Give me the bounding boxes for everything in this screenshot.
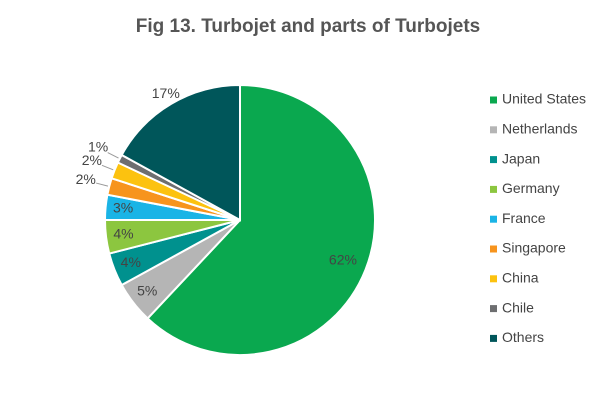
leader-line bbox=[101, 164, 114, 171]
chart-title: Fig 13. Turbojet and parts of Turbojets bbox=[136, 16, 480, 37]
legend-label: Germany bbox=[502, 180, 560, 196]
data-label: 1% bbox=[88, 138, 108, 154]
data-label: 4% bbox=[113, 225, 133, 241]
data-label: 2% bbox=[76, 171, 96, 187]
legend-label: Netherlands bbox=[502, 121, 578, 137]
legend-label: France bbox=[502, 210, 546, 226]
legend-swatch bbox=[490, 185, 497, 193]
data-label: 3% bbox=[113, 200, 133, 216]
legend-swatch bbox=[490, 245, 497, 253]
data-label: 62% bbox=[329, 251, 357, 267]
legend-label: Singapore bbox=[502, 240, 566, 256]
legend-label: Chile bbox=[502, 299, 534, 315]
legend-swatch bbox=[490, 126, 497, 134]
legend-swatch bbox=[490, 334, 497, 342]
data-label: 5% bbox=[137, 283, 157, 299]
legend-swatch bbox=[490, 275, 497, 283]
pie-slice bbox=[146, 83, 376, 356]
legend-swatch bbox=[490, 96, 497, 104]
data-label: 4% bbox=[121, 254, 141, 270]
pie-slice bbox=[120, 83, 241, 222]
legend-label: Others bbox=[502, 329, 544, 345]
legend-label: Japan bbox=[502, 150, 540, 166]
leader-line bbox=[107, 152, 119, 159]
legend-swatch bbox=[490, 215, 497, 223]
legend-swatch bbox=[490, 305, 497, 313]
legend-swatch bbox=[490, 156, 497, 164]
data-label: 17% bbox=[152, 85, 180, 101]
legend-label: United States bbox=[502, 91, 586, 107]
legend-label: China bbox=[502, 270, 539, 286]
leader-line bbox=[96, 182, 109, 187]
data-label: 2% bbox=[82, 152, 102, 168]
